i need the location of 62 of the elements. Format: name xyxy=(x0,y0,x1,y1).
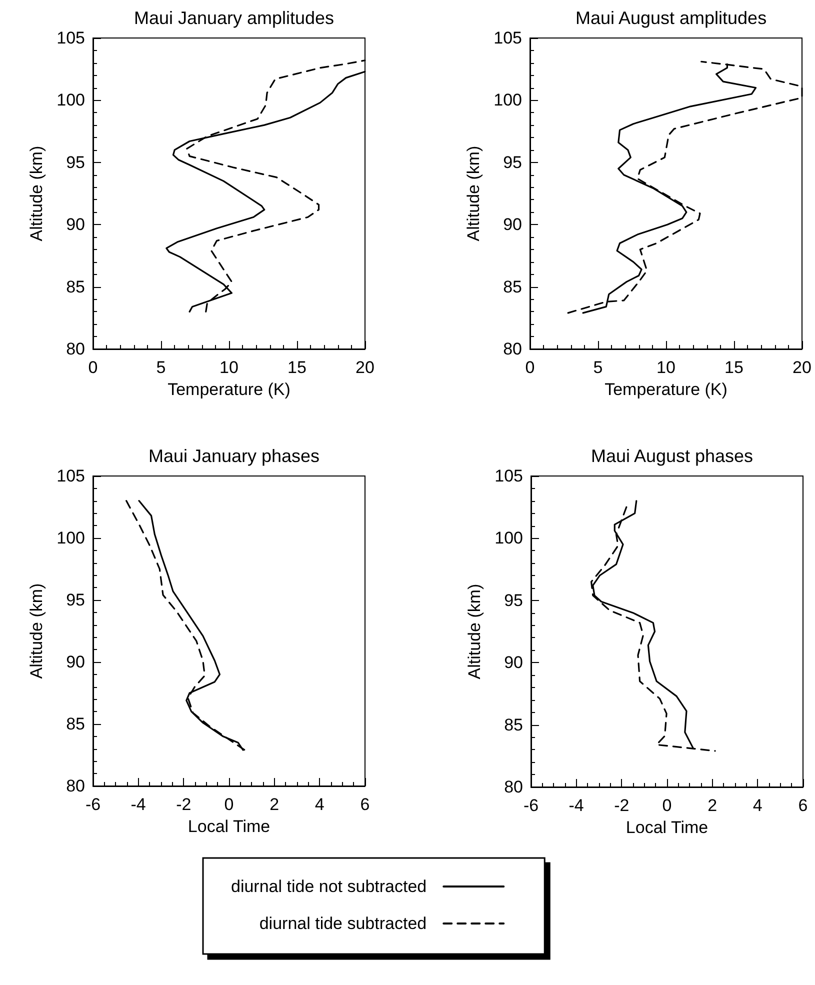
chart-title: Maui January amplitudes xyxy=(134,8,334,28)
x-tick-label: -4 xyxy=(568,796,584,815)
y-tick-label: 85 xyxy=(503,277,522,296)
x-axis-title: Local Time xyxy=(626,818,708,837)
x-axis-title: Local Time xyxy=(188,817,270,836)
x-tick-label: 0 xyxy=(224,795,234,814)
y-axis-title: Altitude (km) xyxy=(464,146,483,242)
y-tick-label: 100 xyxy=(494,528,523,548)
y-tick-label: 95 xyxy=(66,152,85,172)
x-tick-label: 0 xyxy=(525,358,535,377)
y-tick-label: 90 xyxy=(504,653,523,672)
x-tick-label: -6 xyxy=(85,795,101,814)
legend-label: diurnal tide not subtracted xyxy=(231,877,427,896)
x-tick-label: -6 xyxy=(523,796,539,815)
y-axis-title: Altitude (km) xyxy=(27,583,46,679)
y-tick-label: 80 xyxy=(66,776,85,796)
y-tick-label: 105 xyxy=(56,466,85,486)
x-tick-label: 0 xyxy=(662,796,672,815)
y-tick-label: 95 xyxy=(503,152,522,172)
x-tick-label: 6 xyxy=(360,795,370,814)
y-tick-label: 105 xyxy=(494,466,523,486)
x-tick-label: 10 xyxy=(656,358,676,377)
x-tick-label: 5 xyxy=(593,358,603,377)
y-tick-label: 95 xyxy=(66,590,85,610)
legend-label: diurnal tide subtracted xyxy=(259,914,427,933)
y-tick-label: 105 xyxy=(56,28,85,48)
y-tick-label: 85 xyxy=(66,714,85,734)
y-axis-title: Altitude (km) xyxy=(27,146,46,242)
x-tick-label: -2 xyxy=(176,795,192,814)
y-tick-label: 95 xyxy=(504,590,523,610)
y-tick-label: 100 xyxy=(56,90,85,110)
chart-title: Maui August phases xyxy=(590,446,754,466)
x-tick-label: 20 xyxy=(356,358,374,377)
y-tick-label: 90 xyxy=(503,215,522,234)
x-axis-title: Temperature (K) xyxy=(604,380,728,399)
x-tick-label: 0 xyxy=(88,358,98,377)
y-tick-label: 85 xyxy=(66,277,85,296)
x-tick-label: 2 xyxy=(708,796,718,815)
x-axis-title: Temperature (K) xyxy=(168,380,290,399)
x-tick-label: -4 xyxy=(130,795,146,814)
x-tick-label: 10 xyxy=(220,358,238,377)
y-tick-label: 80 xyxy=(504,778,523,796)
chart-title: Maui January phases xyxy=(148,446,320,466)
x-tick-label: 4 xyxy=(314,795,324,814)
y-tick-label: 90 xyxy=(66,215,85,234)
y-tick-label: 100 xyxy=(56,528,85,548)
y-tick-label: 105 xyxy=(494,28,522,48)
x-tick-label: 15 xyxy=(288,358,306,377)
y-tick-label: 80 xyxy=(66,340,85,358)
x-tick-label: 15 xyxy=(724,358,744,377)
x-tick-label: 20 xyxy=(792,358,812,377)
chart-title: Maui August amplitudes xyxy=(575,8,767,28)
x-tick-label: 6 xyxy=(798,796,808,815)
x-tick-label: 2 xyxy=(270,795,280,814)
y-tick-label: 85 xyxy=(504,715,523,734)
x-tick-label: -2 xyxy=(614,796,630,815)
y-tick-label: 80 xyxy=(503,340,522,358)
x-tick-label: 4 xyxy=(752,796,762,815)
x-tick-label: 5 xyxy=(156,358,166,377)
y-tick-label: 100 xyxy=(494,90,522,110)
y-tick-label: 90 xyxy=(66,652,85,672)
y-axis-title: Altitude (km) xyxy=(465,584,484,680)
